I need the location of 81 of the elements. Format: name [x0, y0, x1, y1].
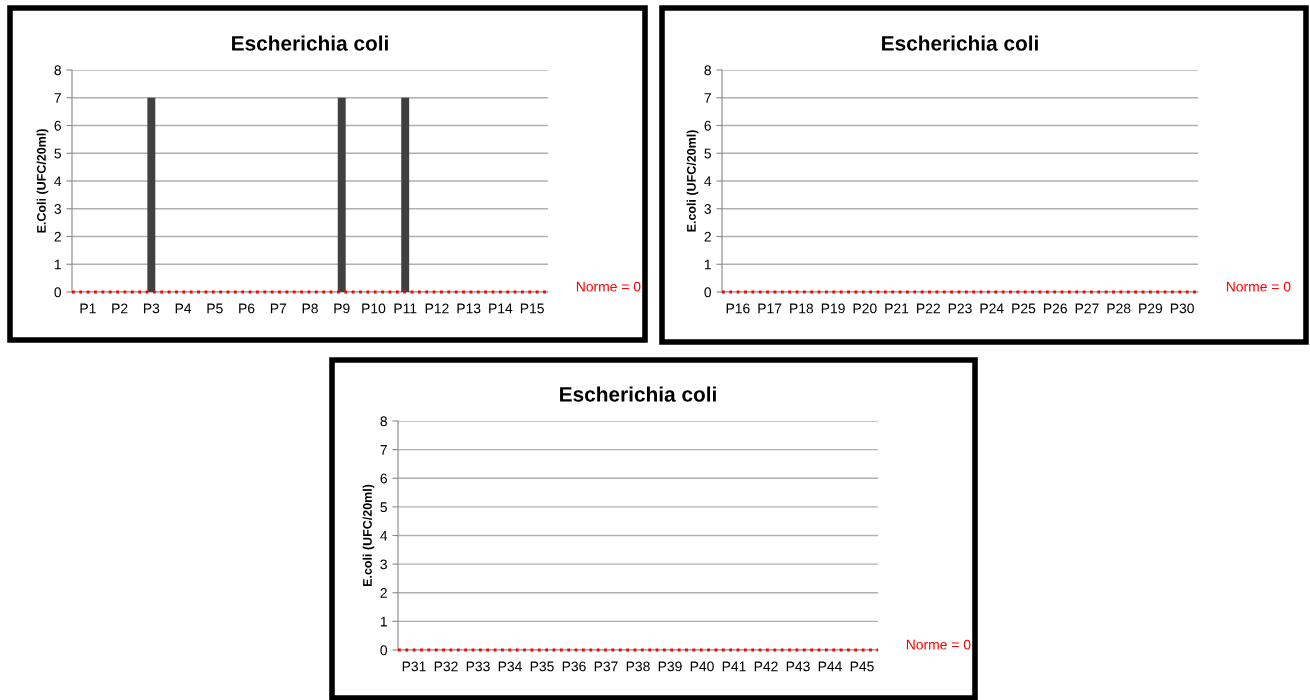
- x-tick-label: P1: [80, 303, 96, 314]
- y-tick-label: 8: [380, 416, 387, 427]
- x-tick-label: P32: [434, 661, 458, 672]
- ref-line-label: Norme = 0: [1226, 281, 1291, 292]
- y-tick-label: 3: [54, 204, 61, 214]
- x-tick-label: P3: [143, 303, 160, 314]
- y-tick-label: 8: [54, 65, 61, 76]
- y-tick-label: 0: [704, 287, 712, 298]
- y-tick-label: 7: [380, 445, 387, 455]
- x-tick-label: P27: [1075, 303, 1099, 314]
- y-axis-title: E.coli (UFC/20ml): [686, 130, 699, 232]
- y-axis-title: E.coli (UFC/20ml): [362, 484, 375, 587]
- x-tick-label: P8: [302, 303, 318, 314]
- chart-title: Escherichia coli: [232, 35, 388, 51]
- y-tick-label: 4: [704, 176, 712, 187]
- x-tick-label: P34: [498, 661, 522, 672]
- y-tick-label: 6: [54, 120, 61, 131]
- x-tick-label: P28: [1107, 303, 1131, 314]
- x-tick-label: P45: [850, 661, 874, 672]
- y-tick-label: 1: [704, 259, 711, 270]
- x-tick-label: P21: [885, 303, 909, 314]
- y-tick-label: 1: [54, 259, 61, 270]
- x-tick-label: P43: [786, 661, 810, 672]
- y-tick-label: 4: [54, 176, 62, 187]
- y-tick-label: 1: [380, 616, 387, 627]
- chart-title: Escherichia coli: [882, 35, 1038, 51]
- x-tick-label: P16: [726, 303, 750, 314]
- y-tick-label: 7: [704, 93, 711, 103]
- x-tick-label: P14: [489, 303, 513, 314]
- x-tick-label: P13: [457, 303, 481, 314]
- x-tick-label: P30: [1170, 303, 1194, 314]
- y-tick-label: 7: [54, 93, 61, 103]
- x-tick-label: P37: [594, 661, 618, 672]
- x-tick-label: P24: [980, 303, 1004, 314]
- y-tick-label: 3: [704, 204, 711, 214]
- x-tick-label: P10: [362, 303, 386, 314]
- y-tick-label: 6: [704, 120, 711, 131]
- x-tick-label: P23: [948, 303, 972, 314]
- x-tick-label: P26: [1043, 303, 1067, 314]
- y-tick-label: 0: [380, 645, 388, 656]
- x-tick-label: P5: [207, 303, 223, 314]
- x-tick-label: P42: [754, 661, 778, 672]
- y-tick-label: 2: [380, 588, 387, 598]
- x-tick-label: P36: [562, 661, 586, 672]
- ref-line-label: Norme = 0: [906, 639, 971, 650]
- x-tick-label: P12: [425, 303, 449, 314]
- x-tick-label: P4: [175, 303, 192, 314]
- x-tick-label: P6: [239, 303, 255, 314]
- x-tick-label: P39: [658, 661, 682, 672]
- x-tick-label: P19: [821, 303, 845, 314]
- y-axis-title: E.Coli (UFC/20ml): [36, 129, 49, 233]
- ref-line-label: Norme = 0: [576, 281, 641, 292]
- y-tick-label: 8: [704, 65, 711, 76]
- y-tick-label: 2: [704, 231, 711, 242]
- y-tick-label: 5: [380, 502, 387, 513]
- x-tick-label: P18: [790, 303, 814, 314]
- x-tick-label: P22: [917, 303, 940, 314]
- y-tick-label: 6: [380, 473, 387, 484]
- y-tick-label: 3: [380, 559, 387, 570]
- chart-title: Escherichia coli: [560, 386, 716, 402]
- x-tick-label: P20: [853, 303, 877, 314]
- x-tick-label: P29: [1139, 303, 1163, 314]
- x-tick-label: P38: [626, 661, 650, 672]
- x-tick-label: P2: [112, 303, 128, 314]
- y-tick-label: 4: [380, 530, 388, 541]
- x-tick-label: P44: [818, 661, 842, 672]
- x-tick-label: P17: [758, 303, 782, 314]
- x-tick-label: P33: [466, 661, 490, 672]
- y-tick-label: 0: [54, 287, 62, 298]
- y-tick-label: 5: [54, 148, 61, 159]
- x-tick-label: P9: [334, 303, 350, 314]
- x-tick-label: P31: [402, 661, 426, 672]
- x-tick-label: P41: [722, 661, 746, 672]
- x-tick-label: P35: [530, 661, 554, 672]
- x-tick-label: P25: [1012, 303, 1036, 314]
- y-tick-label: 2: [54, 231, 61, 242]
- x-tick-label: P15: [520, 303, 544, 314]
- y-tick-label: 5: [704, 148, 711, 159]
- x-tick-label: P40: [690, 661, 714, 672]
- x-tick-label: P7: [270, 303, 287, 314]
- x-tick-label: P11: [394, 303, 417, 314]
